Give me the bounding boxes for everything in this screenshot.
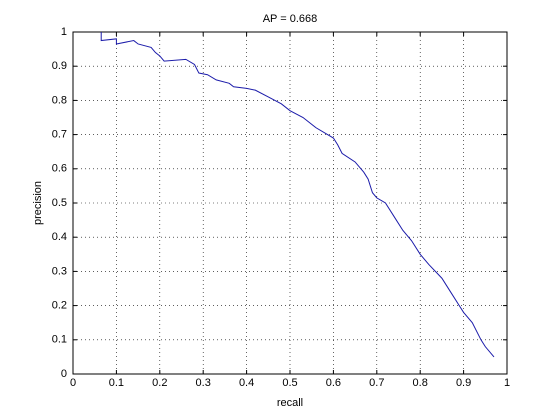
y-tick-label: 1 xyxy=(61,26,67,38)
x-tick-label: 0.6 xyxy=(326,377,341,389)
x-axis-label: recall xyxy=(277,397,303,409)
y-tick-label: 0.8 xyxy=(52,94,67,106)
chart-title: AP = 0.668 xyxy=(263,13,318,25)
x-tick-label: 0.4 xyxy=(239,377,254,389)
plot-frame xyxy=(72,31,508,375)
y-tick-label: 0 xyxy=(61,368,67,380)
x-tick-label: 0.5 xyxy=(282,377,297,389)
y-tick-label: 0.3 xyxy=(52,265,67,277)
y-tick-label: 0.2 xyxy=(52,300,67,312)
x-tick-label: 0 xyxy=(70,377,76,389)
y-tick-label: 0.4 xyxy=(52,231,67,243)
x-tick-label: 0.9 xyxy=(456,377,471,389)
x-tick-label: 0.7 xyxy=(369,377,384,389)
x-tick-label: 0.2 xyxy=(152,377,167,389)
x-tick-label: 0.3 xyxy=(196,377,211,389)
x-tick-label: 1 xyxy=(504,377,510,389)
x-tick-label: 0.1 xyxy=(109,377,124,389)
y-tick-label: 0.1 xyxy=(52,334,67,346)
x-tick-label: 0.8 xyxy=(413,377,428,389)
y-tick-label: 0.9 xyxy=(52,60,67,72)
y-tick-label: 0.6 xyxy=(52,163,67,175)
pr-curve xyxy=(100,32,495,358)
y-tick-label: 0.5 xyxy=(52,197,67,209)
y-axis-label: precision xyxy=(32,181,44,225)
y-tick-label: 0.7 xyxy=(52,129,67,141)
